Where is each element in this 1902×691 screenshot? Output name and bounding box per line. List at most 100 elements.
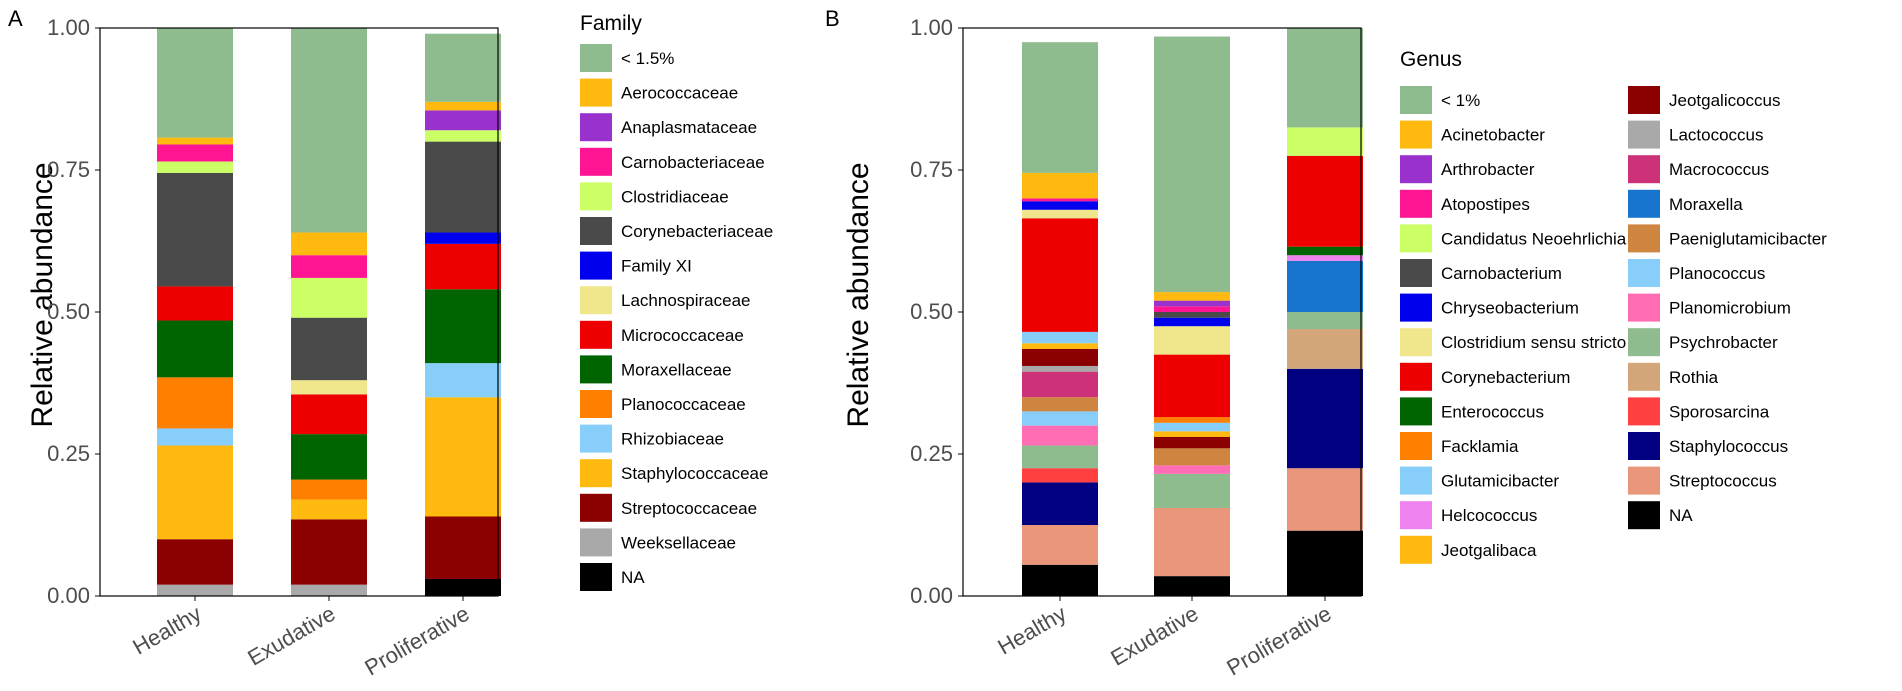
panel-b-bar-segment-na-proliferative: [1287, 530, 1363, 596]
panel-b-legend-label-facklamia: Facklamia: [1441, 437, 1519, 456]
panel-b-legend-swatch-candidatus-neoehrlichia: [1400, 224, 1432, 253]
panel-b-bar-segment-jeotgalibaca-exudative: [1154, 431, 1230, 437]
panel-b-legend-label-jeotgalibaca: Jeotgalibaca: [1441, 541, 1537, 560]
panel-b-y-tick-label: 0.25: [910, 441, 953, 466]
panel-b-legend-swatch-macrococcus: [1628, 155, 1660, 184]
panel-a-plot-border: [99, 27, 499, 597]
panel-b-legend-label-acinetobacter: Acinetobacter: [1441, 126, 1545, 145]
panel-a-bar-segment-na-proliferative: [425, 578, 501, 596]
panel-a-letter: A: [8, 6, 23, 31]
panel-a-bars: [157, 28, 501, 596]
panel-b-legend-swatch-jeotgalicoccus: [1628, 86, 1660, 114]
panel-a-bar-segment-clostridiaceae-healthy: [157, 161, 233, 173]
panel-b-bar-segment-planococcus-healthy: [1022, 411, 1098, 426]
panel-a-legend-label-micrococcaceae: Micrococcaceae: [621, 326, 744, 345]
panel-a-bar-segment-rhizobiaceae-proliferative: [425, 363, 501, 398]
panel-a-y-tick-label: 0.25: [47, 441, 90, 466]
panel-b-bar-segment-1-exudative: [1154, 36, 1230, 293]
panel-b-bar-segment-acinetobacter-exudative: [1154, 292, 1230, 301]
panel-a-bar-segment-planococcaceae-exudative: [291, 479, 367, 500]
panel-b-bar-segment-macrococcus-healthy: [1022, 371, 1098, 398]
panel-b-bar-segment-psychrobacter-proliferative: [1287, 312, 1363, 330]
panel-a-bar-segment-staphylococcaceae-proliferative: [425, 397, 501, 517]
panel-b-bar-segment-acinetobacter-healthy: [1022, 172, 1098, 199]
panel-a-bar-segment-aerococcaceae-proliferative: [425, 101, 501, 111]
panel-b-bar-segment-candidatus-neoehrlichia-proliferative: [1287, 127, 1363, 156]
panel-a-legend-label-corynebacteriaceae: Corynebacteriaceae: [621, 222, 773, 241]
panel-b-bar-segment-rothia-proliferative: [1287, 329, 1363, 369]
panel-b-bar-segment-paeniglutamicibacter-healthy: [1022, 397, 1098, 412]
panel-b-bar-segment-lactococcus-healthy: [1022, 365, 1098, 372]
panel-a-legend-label-moraxellaceae: Moraxellaceae: [621, 360, 732, 379]
panel-b-legend-swatch-psychrobacter: [1628, 328, 1660, 357]
panel-a-legend-swatch-micrococcaceae: [580, 320, 612, 349]
panel-b-y-tick-label: 0.75: [910, 157, 953, 182]
panel-b-legend-swatch-glutamicibacter: [1400, 466, 1432, 495]
panel-b-legend-label-moraxella: Moraxella: [1669, 195, 1743, 214]
panel-b-legend-label-1: < 1%: [1441, 91, 1480, 110]
panel-a-y-tick-label: 0.00: [47, 583, 90, 608]
panel-b-legend-label-staphylococcus: Staphylococcus: [1669, 437, 1788, 456]
panel-b-legend-swatch-acinetobacter: [1400, 120, 1432, 149]
panel-a-legend-label-lachnospiraceae: Lachnospiraceae: [621, 291, 750, 310]
panel-a-x-tick-label-healthy: Healthy: [128, 601, 205, 660]
panel-b-legend-label-planomicrobium: Planomicrobium: [1669, 299, 1791, 318]
panel-b-legend-swatch-enterococcus: [1400, 397, 1432, 426]
panel-a-bar-segment-streptococcaceae-exudative: [291, 519, 367, 585]
panel-a-bar-segment-aerococcaceae-healthy: [157, 137, 233, 145]
panel-a-bar-segment-corynebacteriaceae-exudative: [291, 317, 367, 381]
panel-b-y-tick-label: 0.00: [910, 583, 953, 608]
panel-b-bar-segment-jeotgalicoccus-healthy: [1022, 348, 1098, 366]
panel-a-legend-label-clostridiaceae: Clostridiaceae: [621, 187, 729, 206]
panel-b-bar-segment-carnobacterium-exudative: [1154, 312, 1230, 318]
panel-a-legend-swatch-carnobacteriaceae: [580, 147, 612, 176]
panel-a-legend-swatch-aerococcaceae: [580, 78, 612, 107]
panel-b-bar-segment-streptococcus-healthy: [1022, 525, 1098, 565]
panel-b-bar-segment-jeotgalicoccus-exudative: [1154, 436, 1230, 449]
panel-b-legend-swatch-rothia: [1628, 362, 1660, 391]
panel-a-legend-swatch-clostridiaceae: [580, 182, 612, 211]
panel-b-legend-swatch-na: [1628, 501, 1660, 530]
panel-b-bar-segment-clostridium-sensu-stricto-1-exudative: [1154, 326, 1230, 355]
panel-b-bar-segment-planomicrobium-exudative: [1154, 465, 1230, 474]
panel-a-legend-label-carnobacteriaceae: Carnobacteriaceae: [621, 153, 765, 172]
panel-a-bar-segment-staphylococcaceae-healthy: [157, 445, 233, 540]
panel-b-legend-swatch-facklamia: [1400, 432, 1432, 460]
panel-a-bar-segment-1-5-healthy: [157, 28, 233, 138]
panel-a-legend: < 1.5% Aerococcaceae Anaplasmataceae Carnob…: [580, 44, 773, 591]
panel-b-bar-segment-planomicrobium-healthy: [1022, 425, 1098, 446]
panel-a-bar-segment-1-5-proliferative: [425, 33, 501, 102]
panel-b-legend-swatch-streptococcus: [1628, 466, 1660, 495]
panel-b-bar-segment-chryseobacterium-healthy: [1022, 201, 1098, 210]
panel-a-y-tick-label: 0.75: [47, 157, 90, 182]
panel-a-bar-segment-micrococcaceae-proliferative: [425, 243, 501, 290]
panel-b-bars: [1022, 28, 1363, 596]
panel-b-legend-label-helcococcus: Helcococcus: [1441, 506, 1537, 525]
panel-a-bar-segment-clostridiaceae-exudative: [291, 277, 367, 318]
panel-b-legend-label-streptococcus: Streptococcus: [1669, 472, 1777, 491]
panel-b-legend-label-corynebacterium: Corynebacterium: [1441, 368, 1570, 387]
panel-b-legend-label-paeniglutamicibacter: Paeniglutamicibacter: [1669, 229, 1827, 248]
panel-b-legend-label-glutamicibacter: Glutamicibacter: [1441, 472, 1559, 491]
panel-b-legend-label-chryseobacterium: Chryseobacterium: [1441, 299, 1579, 318]
panel-a-bar-segment-micrococcaceae-exudative: [291, 394, 367, 435]
panel-b-legend-label-candidatus-neoehrlichia: Candidatus Neoehrlichia: [1441, 229, 1627, 248]
panel-b-bar-segment-psychrobacter-healthy: [1022, 445, 1098, 469]
panel-b-legend-swatch-arthrobacter: [1400, 155, 1432, 184]
panel-b-legend-label-planococcus: Planococcus: [1669, 264, 1765, 283]
panel-b-legend-swatch-planococcus: [1628, 259, 1660, 287]
panel-b-legend-swatch-atopostipes: [1400, 189, 1432, 218]
panel-b-legend-label-psychrobacter: Psychrobacter: [1669, 333, 1778, 352]
panel-a-y-tick-label: 1.00: [47, 15, 90, 40]
panel-b-legend-swatch-corynebacterium: [1400, 362, 1432, 391]
panel-a-y-ticks: 0.00 0.25 0.50 0.75 1.00: [47, 15, 100, 608]
panel-b-bar-segment-psychrobacter-exudative: [1154, 473, 1230, 508]
panel-a-legend-title: Family: [580, 12, 642, 35]
panel-a-y-tick-label: 0.50: [47, 299, 90, 324]
panel-a-bar-segment-carnobacteriaceae-healthy: [157, 144, 233, 162]
panel-a-legend-swatch-rhizobiaceae: [580, 424, 612, 453]
panel-a-bar-segment-micrococcaceae-healthy: [157, 286, 233, 321]
panel-a-bar-segment-moraxellaceae-exudative: [291, 434, 367, 480]
panel-b-bar-segment-streptococcus-exudative: [1154, 507, 1230, 577]
